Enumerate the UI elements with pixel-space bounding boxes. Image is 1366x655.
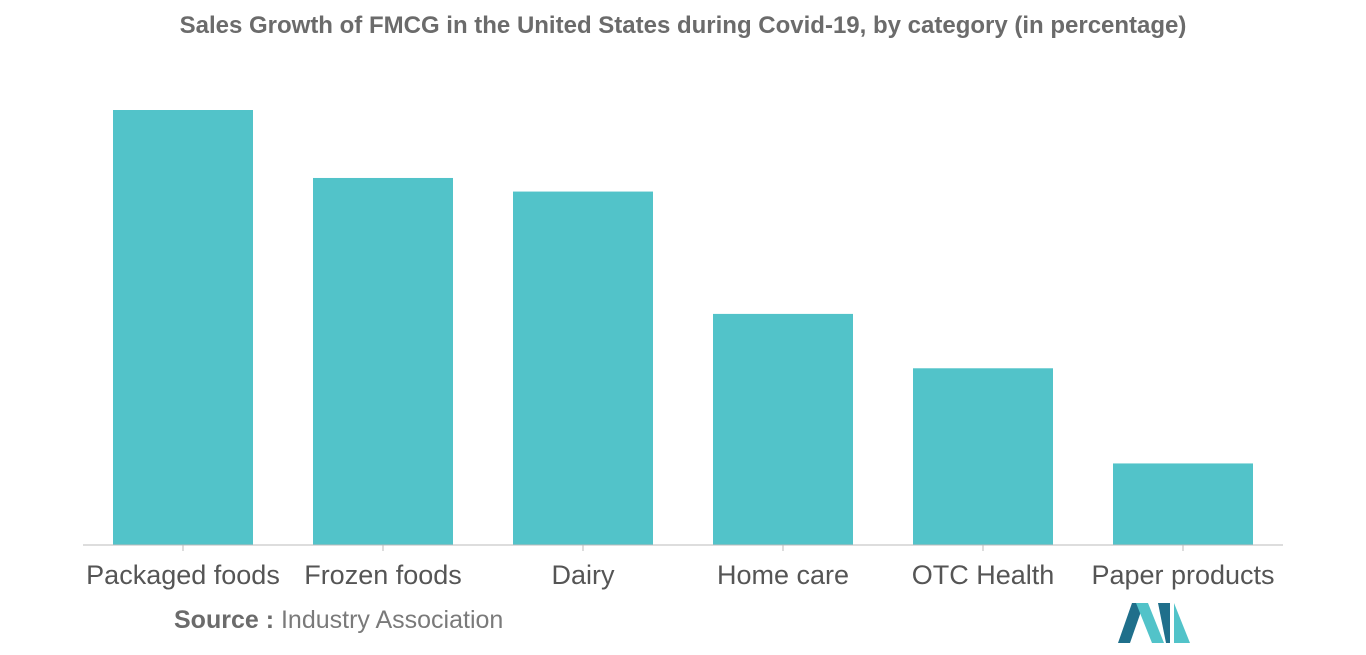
bar-otc-health	[913, 368, 1053, 545]
source-text: Industry Association	[280, 606, 504, 634]
logo-shape-middle	[1136, 603, 1164, 643]
bar-home-care	[713, 313, 853, 545]
bar-paper-products	[1113, 463, 1253, 545]
x-tick-label-otc-health: OTC Health	[912, 560, 1055, 590]
x-tick-label-packaged-foods: Packaged foods	[86, 560, 280, 590]
bar-packaged-foods	[113, 110, 253, 545]
x-tick-label-home-care: Home care	[717, 560, 849, 590]
logo-shape-right-dark	[1158, 603, 1170, 643]
x-tick-label-frozen-foods: Frozen foods	[304, 560, 462, 590]
x-tick-label-paper-products: Paper products	[1091, 560, 1274, 590]
logo-shape-left	[1118, 603, 1144, 643]
x-axis-ticks	[182, 545, 1184, 551]
bar-frozen-foods	[313, 177, 453, 545]
bar-series	[113, 110, 1253, 545]
bar-dairy	[513, 191, 653, 545]
chart-title: Sales Growth of FMCG in the United State…	[179, 12, 1187, 39]
logo-shape-right-light	[1174, 603, 1190, 643]
mordor-intelligence-logo-icon	[1118, 603, 1190, 643]
bar-chart: Packaged foods Frozen foods Dairy Home care…	[83, 110, 1283, 590]
source-label: Source :	[174, 606, 275, 634]
source-note: Source : Industry Association	[174, 606, 503, 635]
x-tick-label-dairy: Dairy	[551, 560, 615, 590]
x-axis-tick-labels: Packaged foods Frozen foods Dairy Home care…	[86, 560, 1274, 590]
